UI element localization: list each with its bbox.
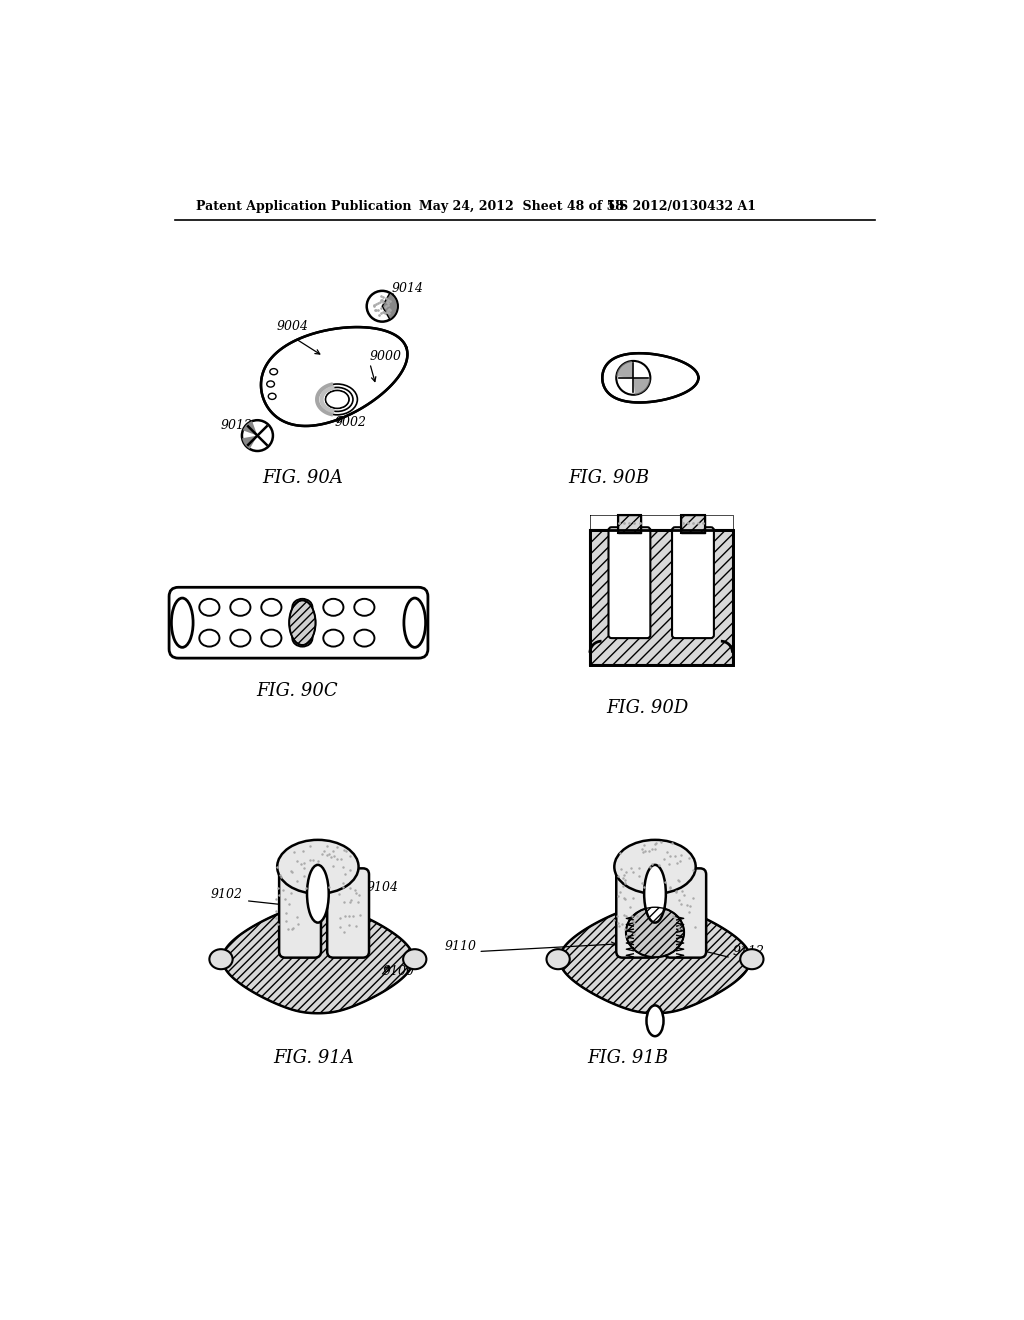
Ellipse shape [547, 949, 569, 969]
Text: FIG. 90A: FIG. 90A [262, 470, 343, 487]
Ellipse shape [278, 840, 358, 894]
Text: FIG. 91A: FIG. 91A [273, 1049, 354, 1067]
Ellipse shape [644, 865, 666, 923]
Bar [617, 515, 641, 533]
Ellipse shape [614, 840, 695, 894]
Ellipse shape [307, 865, 329, 923]
Text: 9112: 9112 [732, 945, 765, 958]
Ellipse shape [324, 630, 343, 647]
Text: 9014: 9014 [391, 282, 424, 296]
Bar [590, 531, 733, 665]
Text: 9100: 9100 [382, 965, 414, 978]
FancyBboxPatch shape [672, 527, 714, 638]
Text: FIG. 90C: FIG. 90C [256, 682, 338, 700]
Text: 9102: 9102 [211, 887, 243, 900]
Ellipse shape [292, 599, 312, 615]
Ellipse shape [354, 599, 375, 615]
Circle shape [616, 360, 650, 395]
Wedge shape [243, 421, 257, 436]
Wedge shape [633, 378, 650, 395]
Text: FIG. 91B: FIG. 91B [588, 1049, 669, 1067]
Ellipse shape [354, 630, 375, 647]
Ellipse shape [326, 391, 349, 408]
Ellipse shape [266, 381, 274, 387]
Text: May 24, 2012  Sheet 48 of 58: May 24, 2012 Sheet 48 of 58 [419, 199, 624, 213]
Text: 9000: 9000 [370, 350, 401, 363]
Circle shape [367, 290, 397, 322]
FancyBboxPatch shape [616, 869, 658, 958]
Ellipse shape [646, 1006, 664, 1036]
Ellipse shape [261, 599, 282, 615]
Ellipse shape [270, 368, 278, 375]
Ellipse shape [230, 630, 251, 647]
Text: 9012: 9012 [221, 420, 253, 433]
Ellipse shape [403, 949, 426, 969]
Text: FIG. 90B: FIG. 90B [568, 470, 649, 487]
Ellipse shape [171, 598, 194, 647]
Ellipse shape [324, 599, 343, 615]
Ellipse shape [289, 601, 315, 645]
FancyBboxPatch shape [328, 869, 369, 958]
Polygon shape [261, 327, 408, 426]
Wedge shape [616, 360, 633, 378]
Bar [590, 531, 733, 665]
Ellipse shape [626, 907, 684, 957]
Bar [681, 515, 705, 533]
Text: 9104: 9104 [367, 882, 398, 895]
Ellipse shape [268, 393, 276, 400]
Ellipse shape [200, 599, 219, 615]
FancyBboxPatch shape [280, 869, 321, 958]
Bar [590, 531, 733, 665]
Ellipse shape [740, 949, 764, 969]
Text: Patent Application Publication: Patent Application Publication [197, 199, 412, 213]
FancyBboxPatch shape [608, 527, 650, 638]
Text: 9004: 9004 [276, 321, 309, 333]
Text: FIG. 90D: FIG. 90D [606, 698, 688, 717]
Polygon shape [222, 906, 414, 1014]
Ellipse shape [230, 599, 251, 615]
Bar [681, 515, 705, 533]
Ellipse shape [261, 630, 282, 647]
Ellipse shape [209, 949, 232, 969]
Wedge shape [382, 293, 397, 319]
Text: 9110: 9110 [444, 940, 477, 953]
Bar [617, 515, 641, 533]
Wedge shape [242, 436, 257, 449]
Ellipse shape [403, 598, 426, 647]
Text: 9002: 9002 [335, 416, 367, 429]
Circle shape [242, 420, 273, 451]
FancyBboxPatch shape [169, 587, 428, 659]
Polygon shape [602, 354, 698, 403]
Ellipse shape [200, 630, 219, 647]
Ellipse shape [292, 630, 312, 647]
FancyBboxPatch shape [665, 869, 707, 958]
Polygon shape [559, 906, 751, 1014]
Text: US 2012/0130432 A1: US 2012/0130432 A1 [608, 199, 757, 213]
